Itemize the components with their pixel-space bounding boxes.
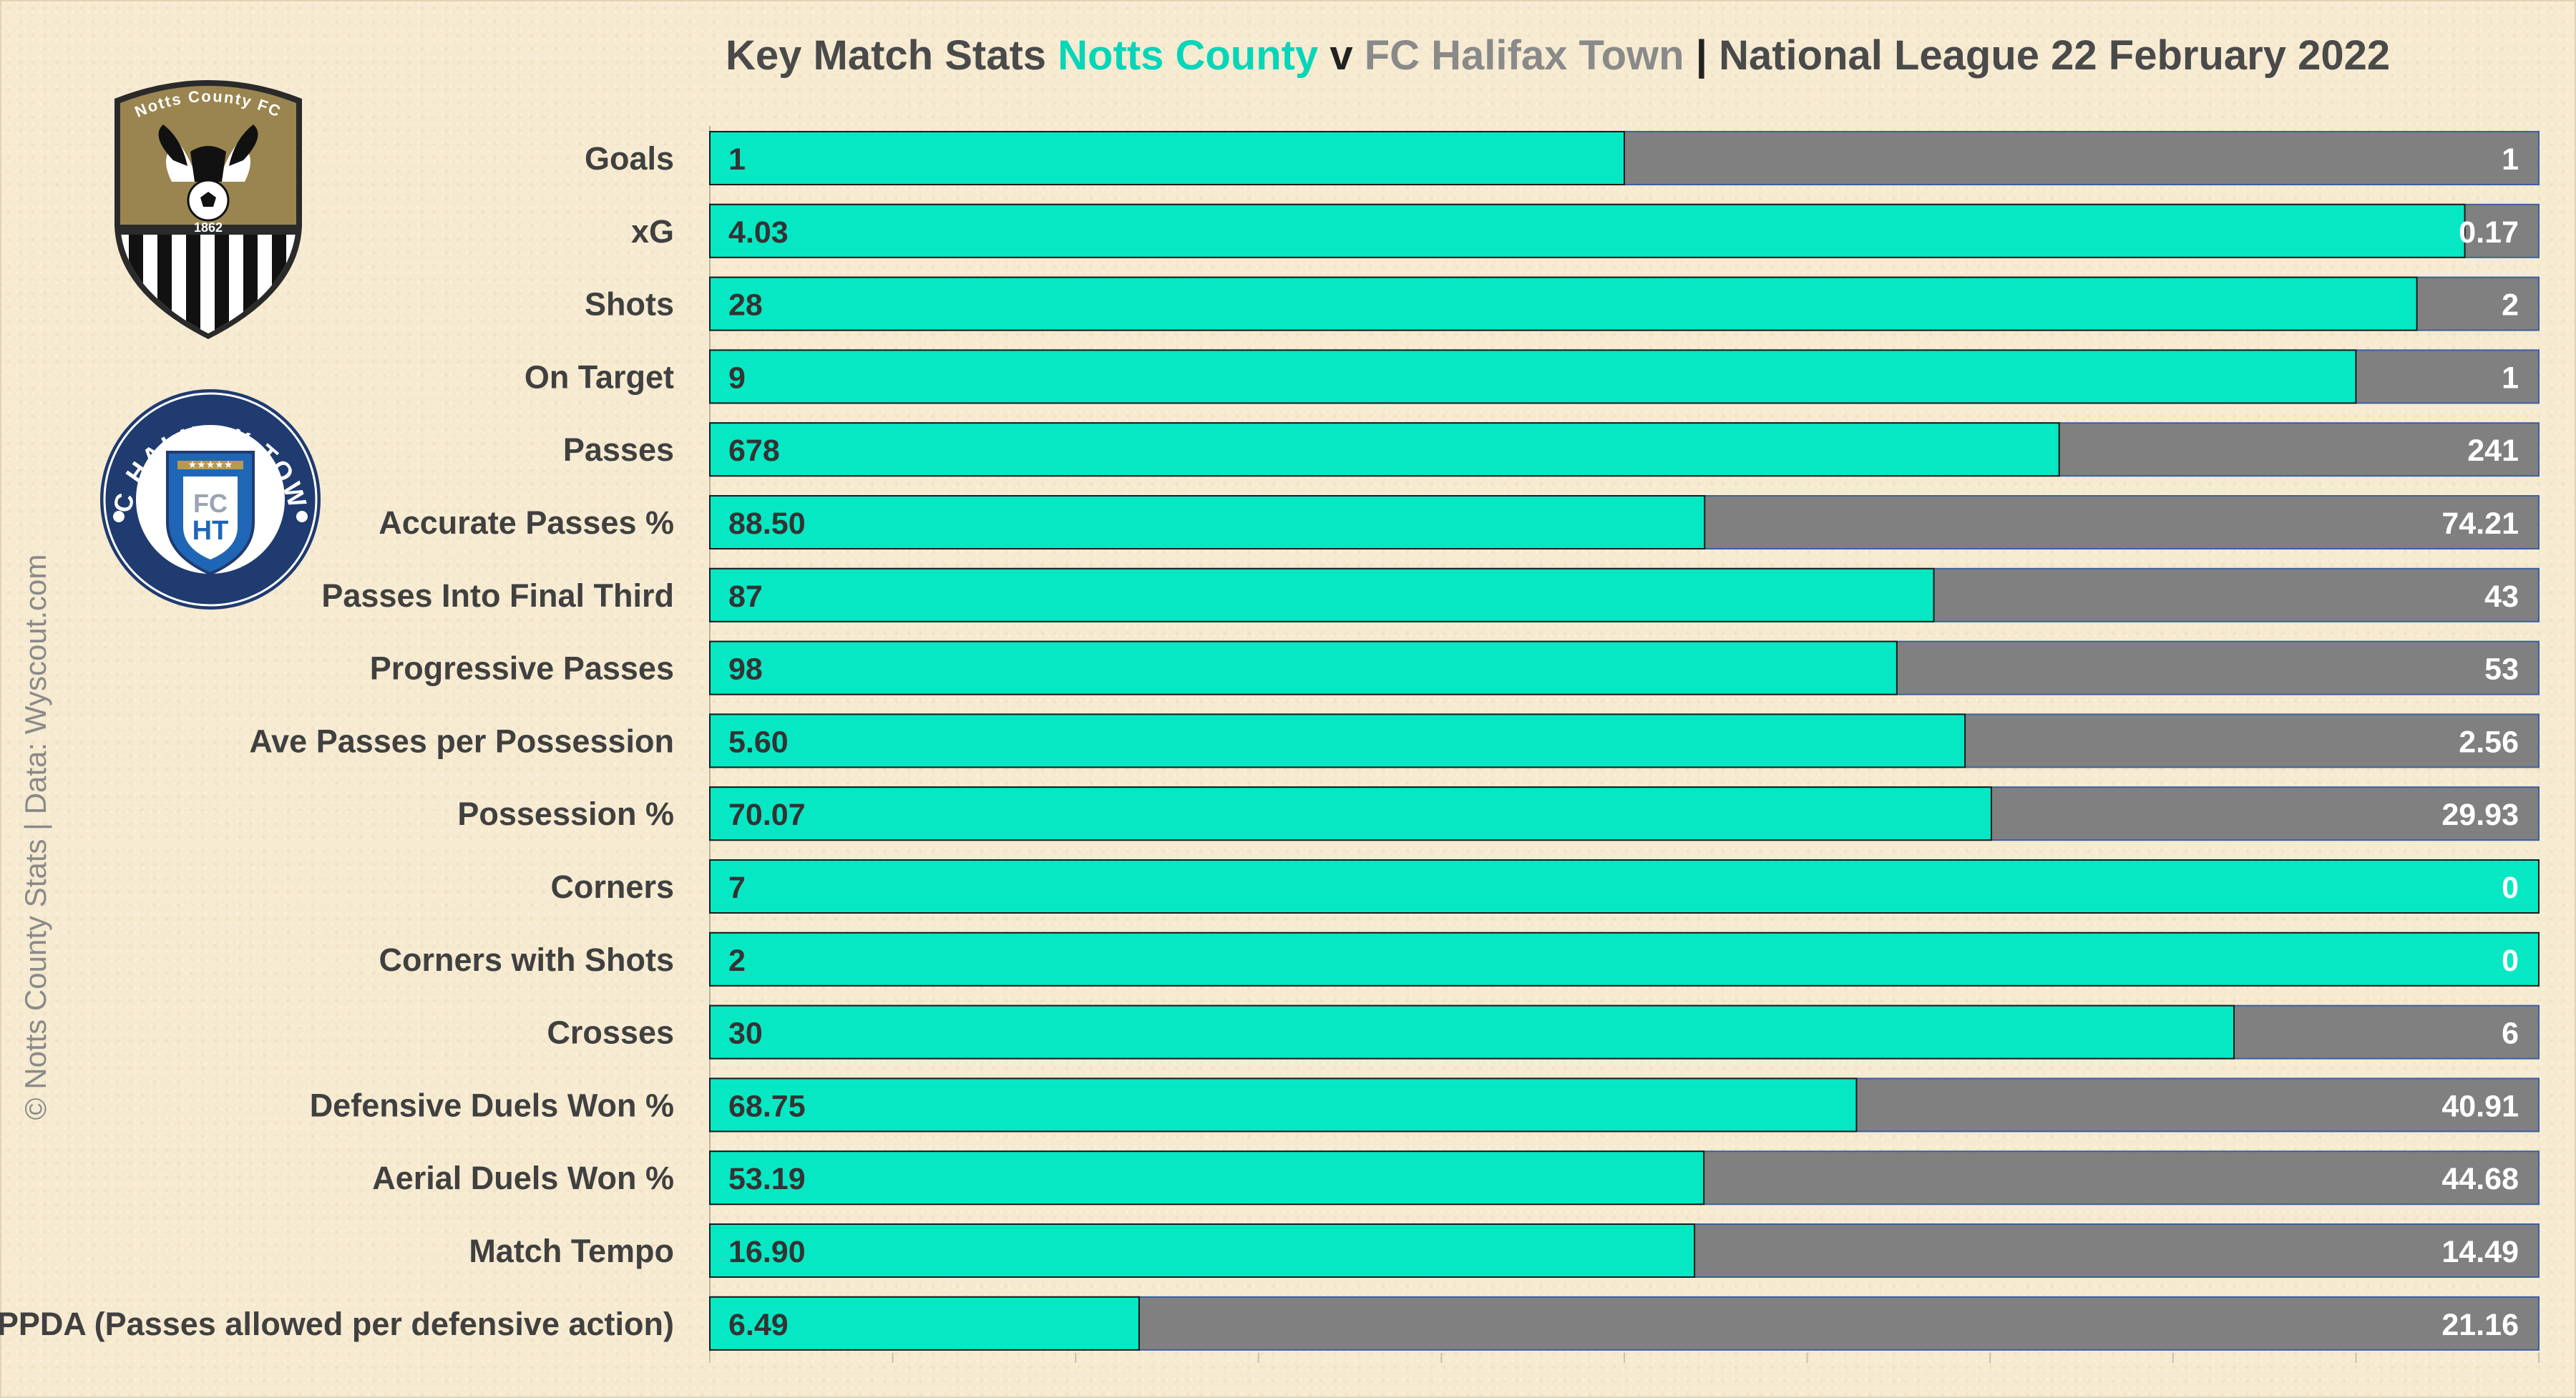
data-label-home: 87 bbox=[728, 580, 763, 614]
category-label: Corners with Shots bbox=[379, 942, 674, 978]
bar-home bbox=[709, 640, 1898, 695]
data-label-away: 44.68 bbox=[2441, 1162, 2519, 1196]
data-label-home: 2 bbox=[728, 944, 746, 978]
bar-home bbox=[709, 859, 2540, 914]
data-label-home: 678 bbox=[728, 434, 780, 468]
bar-home bbox=[709, 713, 1966, 768]
data-label-home: 9 bbox=[728, 361, 746, 395]
data-label-away: 1 bbox=[2502, 142, 2519, 177]
data-label-away: 241 bbox=[2467, 434, 2519, 468]
bar-home bbox=[709, 495, 1706, 549]
category-label: On Target bbox=[525, 358, 674, 395]
category-label: Goals bbox=[585, 140, 674, 177]
title-prefix: Key Match Stats bbox=[726, 32, 1047, 79]
halifax-monogram-bottom: HT bbox=[192, 516, 229, 546]
data-label-home: 28 bbox=[728, 288, 763, 323]
category-label: Crosses bbox=[547, 1015, 674, 1051]
bar-home bbox=[709, 786, 1992, 841]
bar-home bbox=[709, 203, 2466, 258]
data-label-home: 1 bbox=[728, 142, 746, 177]
data-label-away: 53 bbox=[2484, 652, 2519, 687]
data-label-home: 98 bbox=[728, 652, 763, 687]
category-label: Progressive Passes bbox=[370, 650, 674, 687]
data-label-away: 0 bbox=[2502, 944, 2519, 978]
labels-layer: Goals 1 1 xG 4.03 0.17 Shots 28 2 On Target 9 1 Pass… bbox=[0, 140, 2519, 1342]
data-label-home: 88.50 bbox=[728, 507, 806, 541]
data-label-home: 7 bbox=[728, 871, 746, 905]
data-label-home: 5.60 bbox=[728, 725, 789, 759]
notts-county-crest-icon: Notts County FC 1862 bbox=[114, 80, 302, 339]
title-divider: | bbox=[1695, 32, 1707, 79]
data-label-away: 74.21 bbox=[2441, 507, 2519, 541]
bars-layer bbox=[709, 131, 2540, 1351]
category-label: PPDA (Passes allowed per defensive actio… bbox=[0, 1306, 674, 1342]
category-label: Aerial Duels Won % bbox=[372, 1160, 674, 1196]
notts-year-text: 1862 bbox=[194, 220, 223, 235]
bar-home bbox=[709, 1004, 2235, 1060]
title-suffix: National League 22 February 2022 bbox=[1719, 32, 2391, 79]
category-label: Corners bbox=[550, 869, 674, 905]
data-label-home: 6.49 bbox=[728, 1308, 789, 1342]
data-label-away: 29.93 bbox=[2441, 798, 2519, 832]
bar-home bbox=[709, 567, 1935, 622]
category-label: Passes Into Final Third bbox=[321, 577, 674, 614]
category-label: Match Tempo bbox=[469, 1233, 674, 1269]
data-label-home: 4.03 bbox=[728, 215, 789, 250]
bar-home bbox=[709, 1296, 1140, 1351]
category-label: Accurate Passes % bbox=[379, 504, 674, 541]
category-label: Shots bbox=[585, 286, 674, 323]
data-label-home: 30 bbox=[728, 1017, 763, 1051]
category-label: Defensive Duels Won % bbox=[310, 1087, 674, 1123]
data-label-away: 40.91 bbox=[2441, 1089, 2519, 1123]
bar-home bbox=[709, 932, 2540, 987]
bar-home bbox=[709, 1150, 1705, 1206]
chart-title: Key Match Stats Notts County v FC Halifa… bbox=[726, 31, 2390, 79]
svg-text:★★★★★: ★★★★★ bbox=[188, 459, 233, 471]
data-label-away: 2.56 bbox=[2459, 725, 2519, 759]
bar-home bbox=[709, 422, 2060, 477]
fc-halifax-town-crest-icon: FC HALIFAX TOWN THE SHAYMEN ★★★★★ FC HT bbox=[97, 386, 321, 610]
halifax-monogram-top: FC bbox=[193, 489, 228, 518]
bar-home bbox=[709, 131, 1625, 185]
data-label-away: 14.49 bbox=[2441, 1235, 2519, 1269]
data-label-away: 21.16 bbox=[2441, 1308, 2519, 1342]
bar-home bbox=[709, 349, 2357, 404]
data-label-away: 6 bbox=[2502, 1017, 2519, 1051]
category-label: xG bbox=[631, 213, 674, 250]
data-label-away: 43 bbox=[2484, 580, 2519, 614]
data-label-away: 1 bbox=[2502, 361, 2519, 395]
bar-home bbox=[709, 1077, 1858, 1133]
bar-home bbox=[709, 1223, 1696, 1278]
data-label-away: 2 bbox=[2502, 288, 2519, 323]
data-label-home: 68.75 bbox=[728, 1089, 806, 1123]
data-label-away: 0 bbox=[2502, 871, 2519, 905]
title-away-team: FC Halifax Town bbox=[1364, 32, 1684, 79]
category-label: Passes bbox=[563, 431, 674, 468]
data-label-home: 70.07 bbox=[728, 798, 806, 832]
data-label-home: 53.19 bbox=[728, 1162, 806, 1196]
bar-home bbox=[709, 276, 2418, 331]
category-label: Ave Passes per Possession bbox=[249, 723, 674, 759]
title-separator: v bbox=[1330, 32, 1353, 79]
data-label-away: 0.17 bbox=[2459, 215, 2519, 250]
data-label-home: 16.90 bbox=[728, 1235, 806, 1269]
category-label: Possession % bbox=[457, 796, 674, 832]
title-home-team: Notts County bbox=[1058, 32, 1319, 79]
